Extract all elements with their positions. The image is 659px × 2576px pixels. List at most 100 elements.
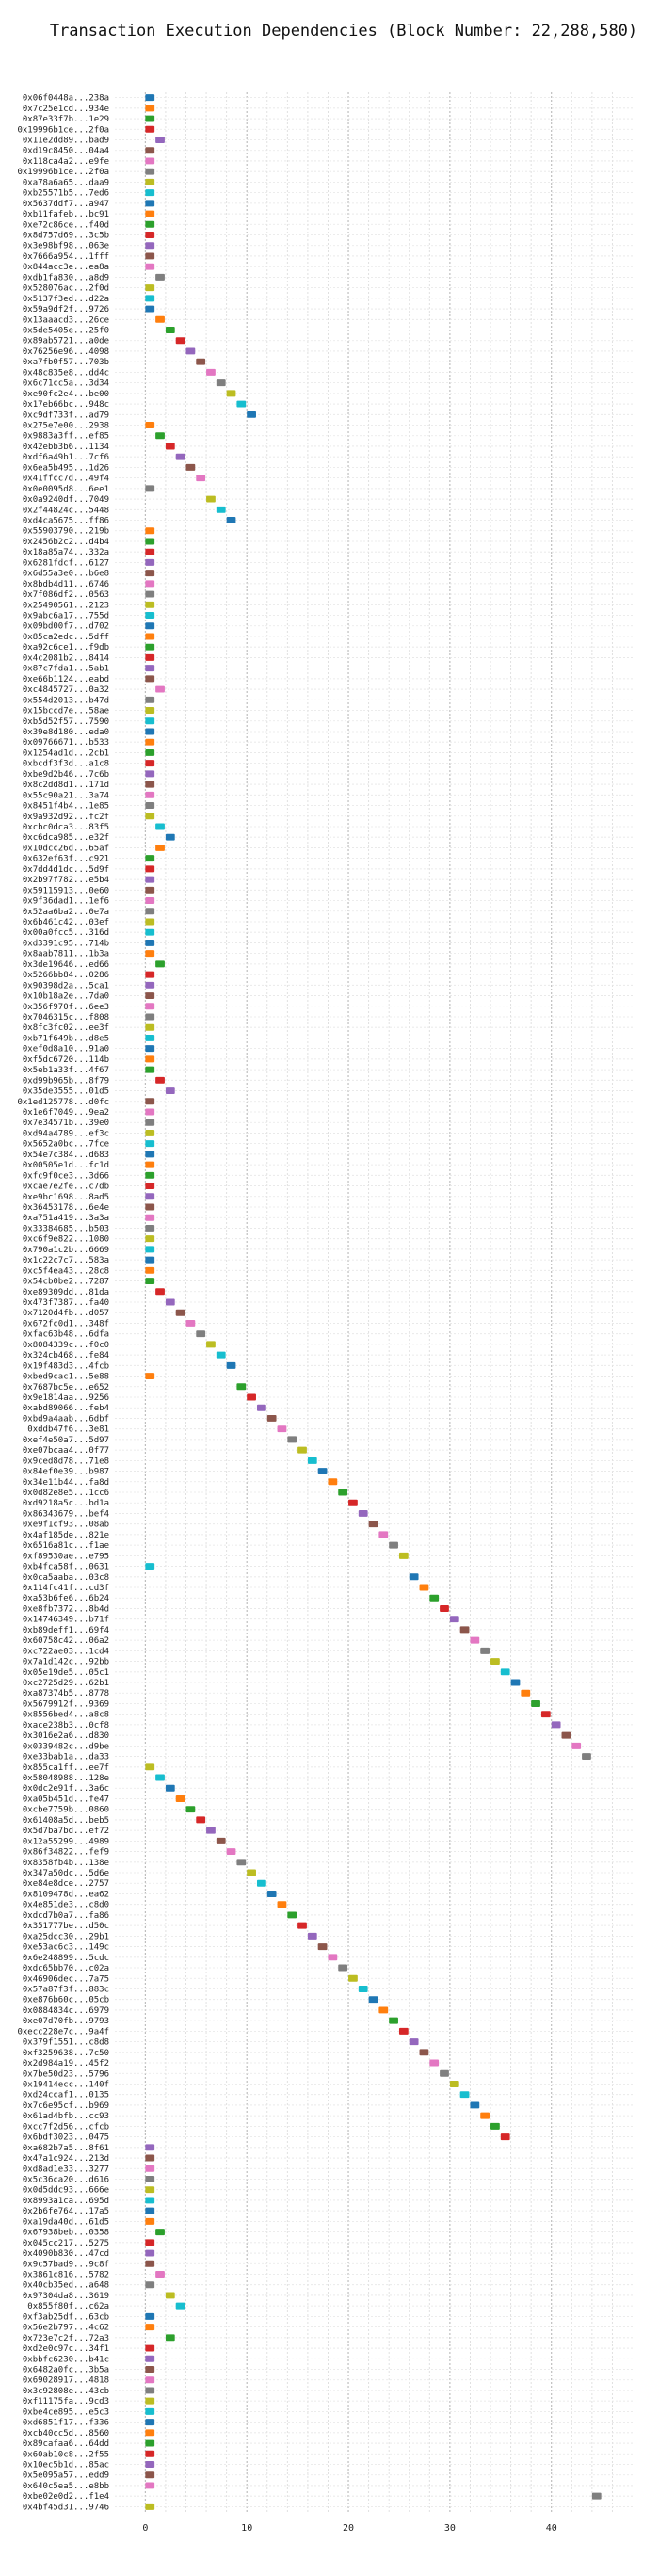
transaction-bar bbox=[145, 1055, 155, 1063]
transaction-bar bbox=[236, 1859, 247, 1866]
transaction-bar bbox=[551, 1721, 561, 1729]
transaction-bar bbox=[196, 475, 206, 482]
transaction-bar bbox=[449, 2081, 459, 2087]
transaction-label: 0x6bdf3023...0475 bbox=[23, 2133, 109, 2143]
transaction-label: 0xcae7e2fe...c7db bbox=[23, 1183, 109, 1192]
transaction-label: 0x46906dec...7a75 bbox=[23, 1974, 109, 1984]
transaction-label: 0x8c2dd8d1...171d bbox=[23, 781, 109, 790]
transaction-label: 0x86f34822...fef9 bbox=[23, 1848, 109, 1858]
transaction-label: 0x90398d2a...5ca1 bbox=[23, 981, 109, 990]
transaction-label: 0xfc9f0ce3...3d66 bbox=[23, 1171, 109, 1181]
transaction-bar bbox=[145, 865, 155, 873]
transaction-label: 0x8358fb4b...138e bbox=[23, 1859, 109, 1868]
transaction-label: 0xbed9cac1...5e88 bbox=[23, 1373, 109, 1382]
transaction-bar bbox=[185, 1806, 196, 1813]
transaction-bar bbox=[358, 1509, 368, 1517]
transaction-label: 0xb5d52f57...7590 bbox=[23, 717, 109, 727]
transaction-label: 0xd4ca5675...ff86 bbox=[23, 517, 109, 526]
transaction-label: 0xe84e8dce...2757 bbox=[23, 1879, 109, 1889]
transaction-label: 0x8bdb4d11...6746 bbox=[23, 580, 109, 589]
transaction-bar bbox=[145, 1373, 155, 1380]
transaction-label: 0xa53b6fe6...6b24 bbox=[23, 1594, 109, 1603]
transaction-label: 0x9a932d92...fc2f bbox=[23, 813, 109, 822]
transaction-bar bbox=[145, 981, 155, 989]
transaction-label: 0x7be50d23...5796 bbox=[23, 2069, 109, 2079]
transaction-label: 0x723e7c2f...72a3 bbox=[23, 2334, 109, 2343]
transaction-bar bbox=[165, 2334, 175, 2342]
x-axis: 0 10 20 30 40 bbox=[142, 2523, 556, 2534]
transaction-label: 0x855f80f...c62a bbox=[27, 2302, 109, 2311]
transaction-label: 0x41ffcc7d...49f4 bbox=[23, 475, 109, 484]
transaction-bar bbox=[145, 220, 155, 228]
transaction-bar bbox=[206, 368, 216, 376]
transaction-bar bbox=[145, 2239, 155, 2246]
transaction-bar bbox=[470, 1636, 480, 1644]
transaction-bar bbox=[155, 2271, 165, 2278]
transaction-bar bbox=[155, 2229, 165, 2236]
transaction-bar bbox=[145, 189, 155, 197]
transaction-bar bbox=[256, 1879, 266, 1887]
transaction-bar bbox=[247, 1393, 256, 1401]
transaction-label: 0x2b6fe764...17a5 bbox=[23, 2207, 109, 2216]
transaction-bar bbox=[378, 2006, 389, 2014]
transaction-label: 0x60758c42...06a2 bbox=[23, 1636, 109, 1646]
transaction-label: 0x9abc6a17...755d bbox=[23, 612, 109, 621]
transaction-bar bbox=[145, 633, 155, 640]
transaction-label: 0x045cc217...5275 bbox=[23, 2239, 109, 2248]
transaction-bar bbox=[145, 2366, 155, 2373]
transaction-bar bbox=[185, 463, 196, 471]
transaction-bar bbox=[165, 443, 175, 450]
transaction-bar bbox=[145, 157, 155, 165]
transaction-bar bbox=[206, 1341, 216, 1348]
transaction-label: 0x05e19de5...05c1 bbox=[23, 1668, 109, 1678]
transaction-bar bbox=[145, 548, 155, 555]
transaction-bar bbox=[145, 570, 155, 577]
transaction-label: 0xcc7f2d56...cfcb bbox=[23, 2122, 109, 2132]
transaction-bar bbox=[287, 1436, 297, 1443]
transaction-label: 0x5679912f...9369 bbox=[23, 1699, 109, 1709]
transaction-bar bbox=[521, 1689, 531, 1697]
transaction-label: 0x118ca4a2...e9fe bbox=[23, 157, 109, 167]
transaction-label: 0x379f1551...c8d8 bbox=[23, 2038, 109, 2048]
transaction-bar bbox=[145, 2176, 155, 2182]
x-tick-label: 30 bbox=[444, 2523, 456, 2534]
transaction-label: 0xabd89066...feb4 bbox=[23, 1404, 109, 1413]
transaction-bar bbox=[459, 2091, 470, 2099]
transaction-label: 0x9883a3ff...ef85 bbox=[23, 432, 109, 442]
transaction-label: 0xd8ad1e33...3277 bbox=[23, 2165, 109, 2174]
transaction-bar bbox=[348, 1974, 358, 1982]
transaction-label: 0xc5f4ea43...28c8 bbox=[23, 1266, 109, 1276]
transaction-bar bbox=[145, 1266, 155, 1274]
transaction-bar bbox=[145, 1203, 155, 1211]
transaction-bar bbox=[236, 400, 247, 408]
transaction-label: 0x3861c816...5782 bbox=[23, 2270, 109, 2279]
transaction-bar bbox=[145, 105, 155, 112]
transaction-label: 0xd9218a5c...bd1a bbox=[23, 1499, 109, 1508]
transaction-label: 0xa7fb0f57...703b bbox=[23, 358, 109, 367]
transaction-bar bbox=[429, 1594, 440, 1602]
transaction-bar bbox=[145, 200, 155, 207]
transaction-label: 0xe9bc1698...8ad5 bbox=[23, 1193, 109, 1202]
transaction-bar bbox=[175, 453, 185, 460]
transaction-label: 0x3016e2a6...d830 bbox=[23, 1731, 109, 1741]
transaction-label: 0xdf6a49b1...7cf6 bbox=[23, 453, 109, 462]
transaction-label: 0x55c90a21...3a74 bbox=[23, 791, 109, 800]
transaction-label: 0xb11fafeb...bc91 bbox=[23, 210, 109, 219]
transaction-bar bbox=[145, 2387, 155, 2394]
transaction-bar bbox=[317, 1468, 328, 1475]
transaction-bar bbox=[368, 1521, 378, 1528]
transaction-bar bbox=[145, 558, 155, 566]
transaction-bar bbox=[490, 2122, 500, 2130]
transaction-label: 0x19996b1ce...2f0a bbox=[17, 125, 109, 135]
transaction-label: 0xcbe7759b...0860 bbox=[23, 1806, 109, 1815]
transaction-bar bbox=[297, 1922, 307, 1929]
transaction-label: 0xef0d8a10...91a0 bbox=[23, 1045, 109, 1055]
transaction-label: 0x87c7fda1...5ab1 bbox=[23, 665, 109, 674]
transaction-label: 0x5137f3ed...d22a bbox=[23, 295, 109, 304]
transaction-bar bbox=[145, 749, 155, 756]
transaction-label: 0x7666a954...1fff bbox=[23, 252, 109, 262]
transaction-bar bbox=[155, 315, 165, 323]
transaction-bar bbox=[155, 1288, 165, 1296]
transaction-bar bbox=[145, 1763, 155, 1771]
transaction-label: 0x09bd00f7...d702 bbox=[23, 622, 109, 632]
